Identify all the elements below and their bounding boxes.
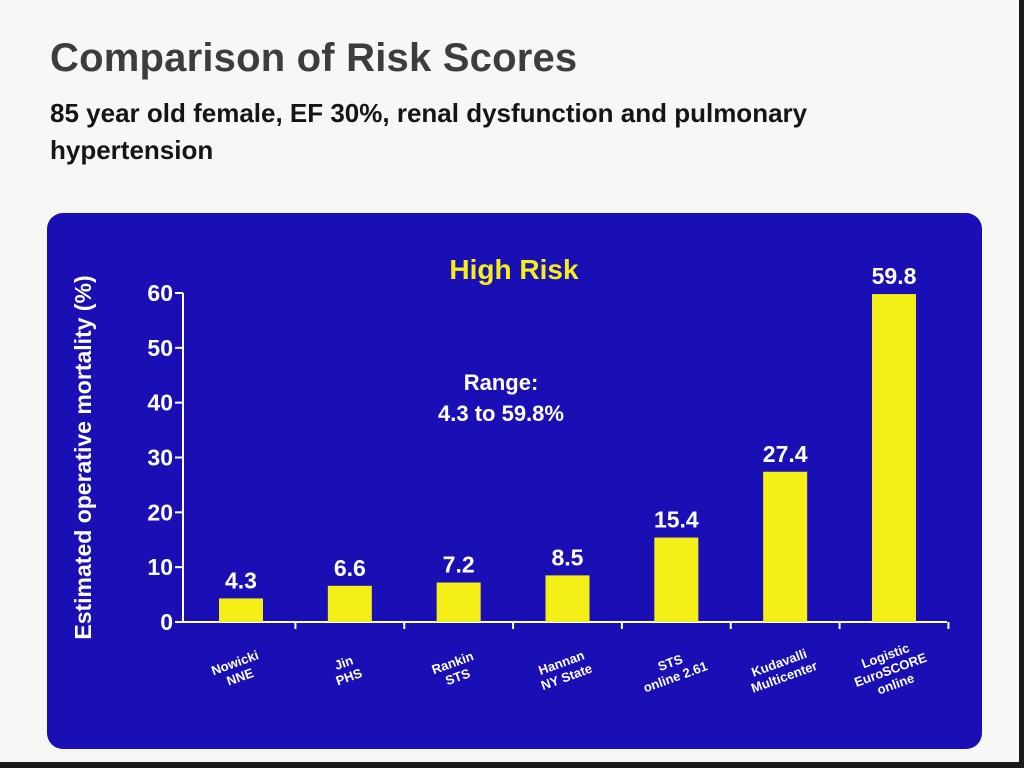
bar <box>436 582 481 622</box>
y-tick-label: 30 <box>147 445 173 471</box>
bar-value-label: 7.2 <box>443 552 475 578</box>
x-category-label: HannanNY State <box>534 647 594 693</box>
x-category-label: RankinSTS <box>430 648 481 691</box>
chart-title: High Risk <box>449 254 579 285</box>
slide-title: Comparison of Risk Scores <box>50 36 578 80</box>
y-tick-label: 60 <box>147 280 173 306</box>
bar <box>545 575 590 622</box>
bar-chart: High Risk Estimated operative mortality (… <box>70 254 950 704</box>
y-tick-label: 20 <box>147 499 173 525</box>
bar-value-label: 8.5 <box>552 544 584 570</box>
bar-value-label: 6.6 <box>334 555 366 581</box>
bar-value-label: 59.8 <box>872 263 917 289</box>
x-category-label: NowickiNNE <box>209 647 265 692</box>
bar-value-label: 15.4 <box>654 507 699 533</box>
y-tick-label: 0 <box>160 609 173 635</box>
bar <box>654 537 699 622</box>
bar <box>763 471 808 622</box>
range-annotation: Range: <box>464 370 539 395</box>
x-category-label-line: Jin <box>332 652 355 673</box>
x-category-label: STSonline 2.61 <box>636 644 709 695</box>
bar <box>872 294 916 622</box>
bar <box>219 598 263 622</box>
y-tick-label: 40 <box>147 390 173 416</box>
slide-subtitle: 85 year old female, EF 30%, renal dysfun… <box>50 98 808 165</box>
x-category-label: JinPHS <box>329 651 365 688</box>
range-annotation: 4.3 to 59.8% <box>438 401 564 426</box>
bar-value-label: 27.4 <box>763 441 808 467</box>
slide-edge-bottom <box>0 762 1024 768</box>
y-tick-label: 10 <box>147 554 173 580</box>
bar-value-label: 4.3 <box>225 567 257 593</box>
x-category-label: KudavalliMulticenter <box>744 644 819 696</box>
chart-panel: High Risk Estimated operative mortality (… <box>47 213 982 749</box>
y-axis-label: Estimated operative mortality (%) <box>70 275 96 639</box>
slide-edge-right <box>1019 0 1024 768</box>
y-tick-label: 50 <box>147 335 173 361</box>
bar <box>327 585 372 622</box>
x-category-label: LogisticEuroSCOREonline <box>847 636 934 704</box>
